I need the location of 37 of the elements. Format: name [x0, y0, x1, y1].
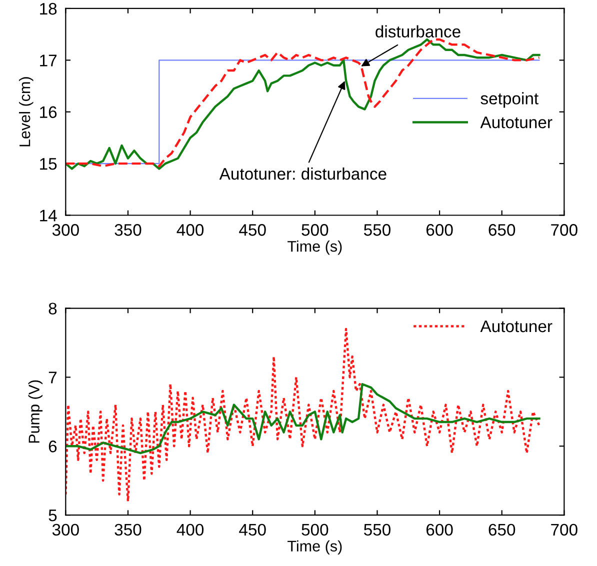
y-tick-label: 14 — [40, 210, 57, 222]
line-series — [66, 383, 540, 454]
y-tick-label: 17 — [40, 54, 56, 66]
x-tick-label: 350 — [114, 224, 142, 236]
x-tick-label: 350 — [114, 524, 142, 536]
y-tick-label: 18 — [40, 2, 57, 15]
y-tick-label: 15 — [40, 158, 57, 170]
legend-label: Autotuner — [480, 116, 552, 128]
x-tick-label: 600 — [426, 224, 453, 236]
x-tick-label: 550 — [364, 524, 390, 536]
annotation: Autotuner: disturbance — [219, 168, 386, 180]
x-tick-label: 650 — [488, 524, 516, 536]
x-tick-label: 700 — [551, 524, 578, 536]
annotation: disturbance — [376, 25, 460, 38]
y-axis-title: Level (cm) — [19, 77, 34, 146]
legend-label: Autotuner — [480, 320, 552, 332]
x-tick-label: 300 — [52, 524, 79, 536]
y-axis-title: Pump (V) — [28, 380, 43, 443]
x-axis-title: Time (s) — [288, 240, 342, 255]
y-tick-label: 6 — [48, 440, 57, 452]
legend-label: setpoint — [480, 92, 538, 108]
y-tick-label: 7 — [48, 372, 56, 384]
x-tick-label: 550 — [364, 224, 390, 236]
y-tick-label: 16 — [40, 106, 57, 118]
x-tick-label: 500 — [302, 224, 328, 236]
x-tick-label: 300 — [52, 224, 79, 236]
x-tick-label: 450 — [239, 524, 266, 536]
y-tick-label: 8 — [48, 302, 57, 314]
y-tick-label: 5 — [48, 510, 57, 522]
x-tick-label: 600 — [426, 524, 453, 536]
x-tick-label: 450 — [239, 224, 266, 236]
x-tick-label: 500 — [302, 524, 328, 536]
x-tick-label: 700 — [551, 224, 578, 236]
x-tick-label: 400 — [176, 224, 204, 236]
x-axis-title: Time (s) — [288, 540, 342, 555]
x-tick-label: 650 — [488, 224, 516, 236]
x-tick-label: 400 — [176, 524, 204, 536]
